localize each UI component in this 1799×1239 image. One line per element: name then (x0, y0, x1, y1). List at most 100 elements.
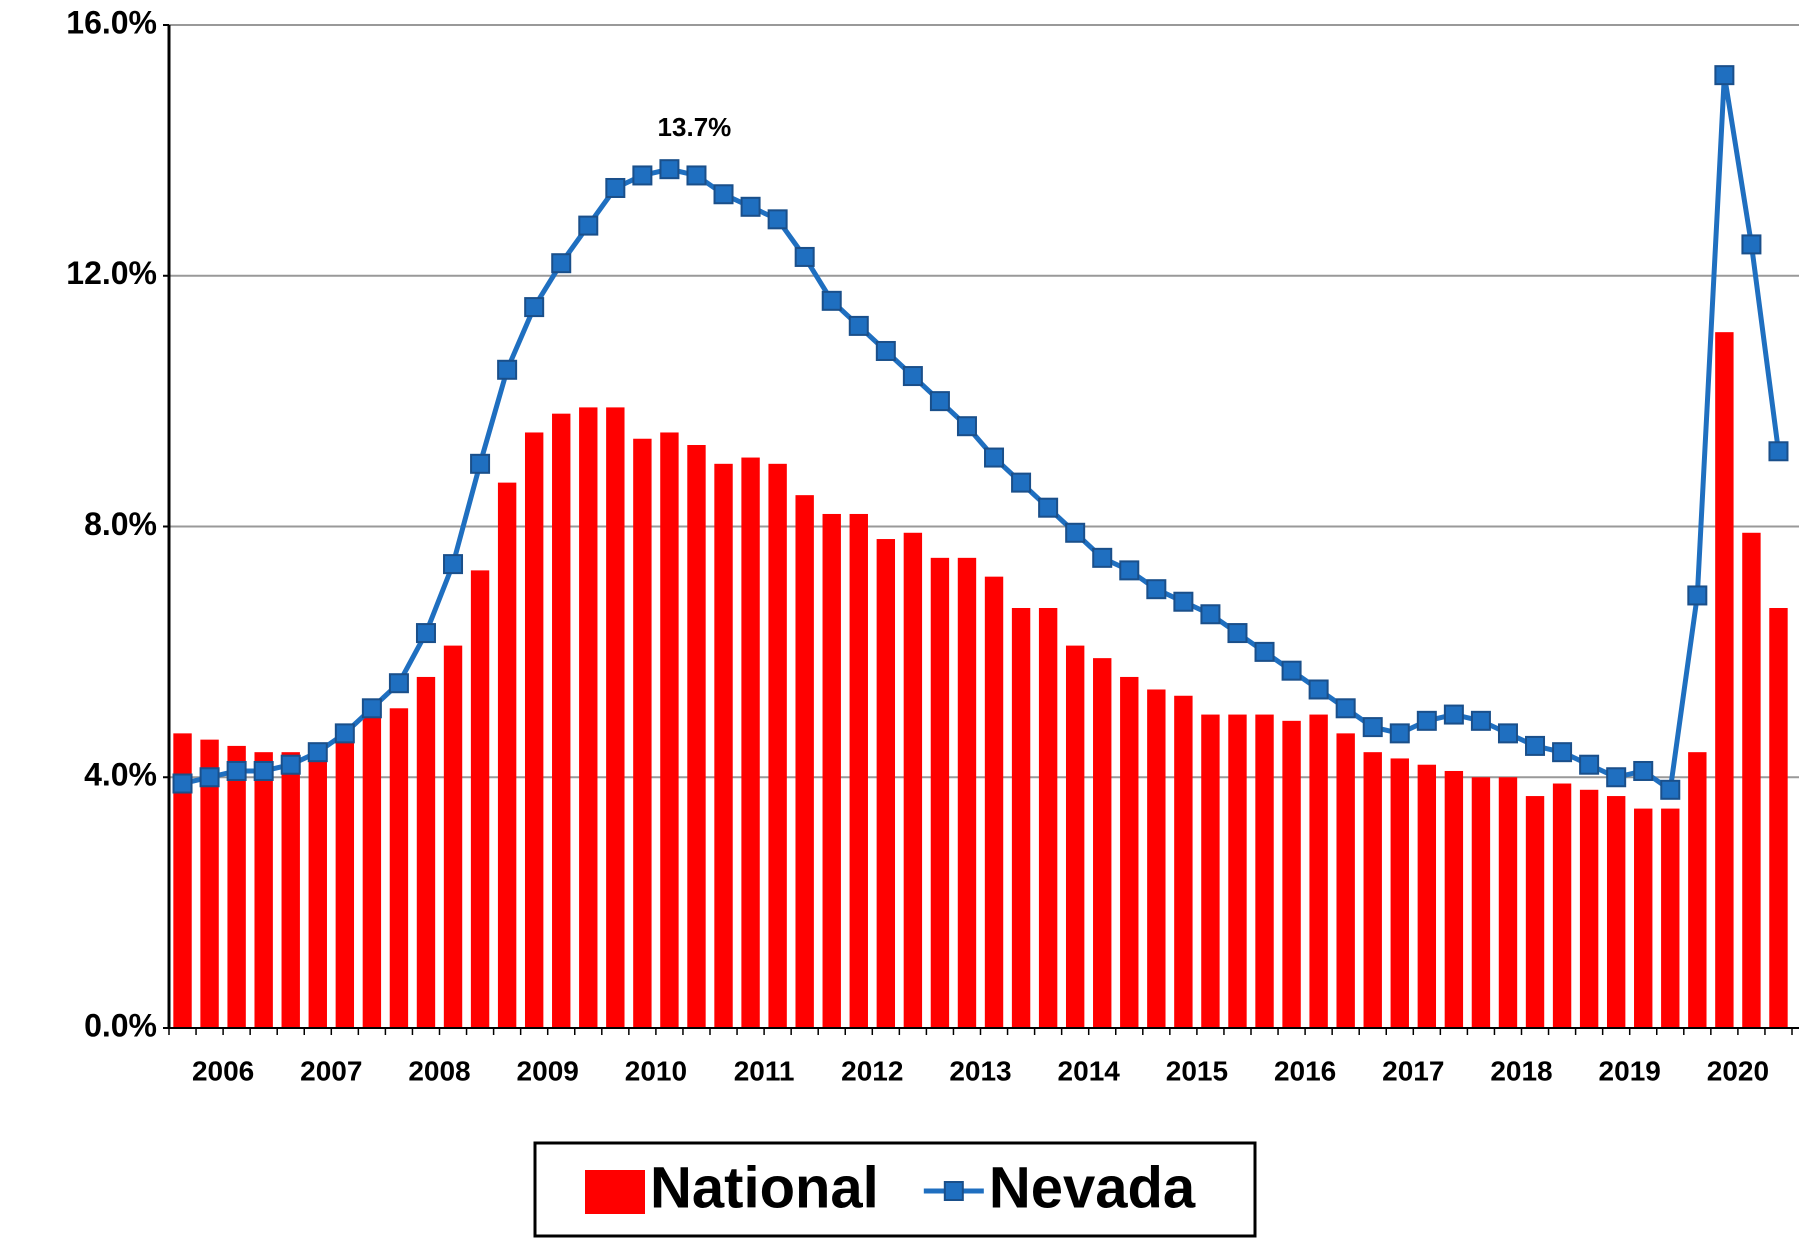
bar (416, 676, 436, 1028)
marker (334, 723, 355, 744)
marker (686, 165, 707, 186)
marker (984, 447, 1005, 468)
marker (524, 297, 545, 318)
legend-label: National (650, 1155, 879, 1220)
marker (1768, 441, 1789, 462)
bar (1228, 714, 1247, 1028)
bar (389, 708, 409, 1028)
bar (849, 513, 868, 1028)
marker (1173, 591, 1194, 612)
x-tick-label: 2012 (841, 1055, 903, 1086)
bar (1120, 676, 1139, 1028)
bar (1336, 733, 1355, 1028)
marker (1011, 472, 1032, 493)
x-tick-label: 2015 (1166, 1055, 1228, 1086)
bar (633, 438, 652, 1028)
bar (335, 739, 355, 1028)
bar (1038, 607, 1058, 1028)
y-tick-label: 8.0% (84, 506, 157, 542)
bar (362, 714, 382, 1028)
marker (470, 453, 491, 474)
bar (1688, 752, 1707, 1028)
marker (1092, 547, 1113, 568)
x-tick-label: 2011 (734, 1055, 795, 1086)
marker (1443, 704, 1464, 725)
marker (1389, 723, 1410, 744)
legend: National Nevada (533, 1141, 1257, 1238)
marker (1200, 604, 1221, 625)
bars (173, 332, 1788, 1029)
marker (1119, 560, 1140, 581)
x-tick-label: 2018 (1490, 1055, 1552, 1086)
marker (1146, 579, 1167, 600)
marker (767, 209, 788, 230)
lines: 13.7% (172, 65, 1789, 800)
bar (741, 457, 760, 1028)
bar (254, 752, 273, 1028)
marker (415, 623, 436, 644)
axes: 0.0% 4.0% 8.0% 12.0% 16.0% 2006 2007 2008 2009 20… (66, 4, 1799, 1086)
marker (497, 359, 518, 380)
bar (200, 739, 219, 1028)
x-tick-label: 2017 (1382, 1055, 1444, 1086)
y-tick-label: 12.0% (66, 255, 157, 291)
x-tick-label: 2010 (625, 1055, 687, 1086)
bar (1417, 764, 1437, 1028)
marker (740, 196, 761, 217)
bar (1579, 789, 1599, 1028)
bar (1525, 796, 1545, 1028)
marker (659, 159, 680, 180)
marker (1687, 585, 1708, 606)
bar (984, 576, 1004, 1028)
bar (497, 482, 517, 1028)
marker (1227, 623, 1248, 644)
bar (1661, 808, 1680, 1028)
marker (1714, 65, 1735, 86)
y-tick-label: 4.0% (84, 757, 157, 793)
x-tick-label: 2020 (1707, 1055, 1769, 1086)
bar (1147, 689, 1166, 1028)
bar (957, 557, 977, 1028)
data-label: 13.7% (658, 112, 732, 142)
bar (930, 557, 950, 1028)
x-tick-label: 2013 (949, 1055, 1011, 1086)
bar (308, 745, 327, 1028)
marker (1065, 522, 1086, 543)
x-tick-label: 2009 (517, 1055, 579, 1086)
bar (795, 495, 814, 1028)
bar (1309, 714, 1328, 1028)
marker (1281, 660, 1302, 681)
bar (606, 407, 625, 1028)
bar (660, 432, 679, 1028)
x-tick-label: 2007 (300, 1055, 362, 1086)
marker (199, 767, 220, 788)
marker (1335, 698, 1356, 719)
marker (821, 290, 842, 311)
bar (1093, 658, 1112, 1028)
marker (388, 673, 409, 694)
legend-box (533, 1141, 1257, 1238)
x-tick-label: 2016 (1274, 1055, 1336, 1086)
marker (551, 253, 572, 274)
marker (1254, 641, 1275, 662)
marker (929, 391, 950, 412)
bar (1634, 808, 1653, 1028)
marker (253, 760, 274, 781)
marker (1362, 717, 1383, 738)
legend-label: Nevada (989, 1155, 1196, 1220)
legend-swatch (585, 1170, 645, 1214)
y-tick-label: 16.0% (66, 4, 157, 40)
marker (172, 773, 193, 794)
marker (1470, 710, 1491, 731)
marker (226, 760, 247, 781)
x-tick-label: 2006 (192, 1055, 254, 1086)
bar (1606, 796, 1626, 1028)
bar (552, 413, 571, 1029)
bar (876, 539, 896, 1028)
marker (1525, 735, 1546, 756)
marker (361, 698, 382, 719)
bar (579, 407, 598, 1028)
marker (1308, 679, 1329, 700)
bar (1065, 645, 1085, 1028)
bar (1011, 607, 1031, 1028)
